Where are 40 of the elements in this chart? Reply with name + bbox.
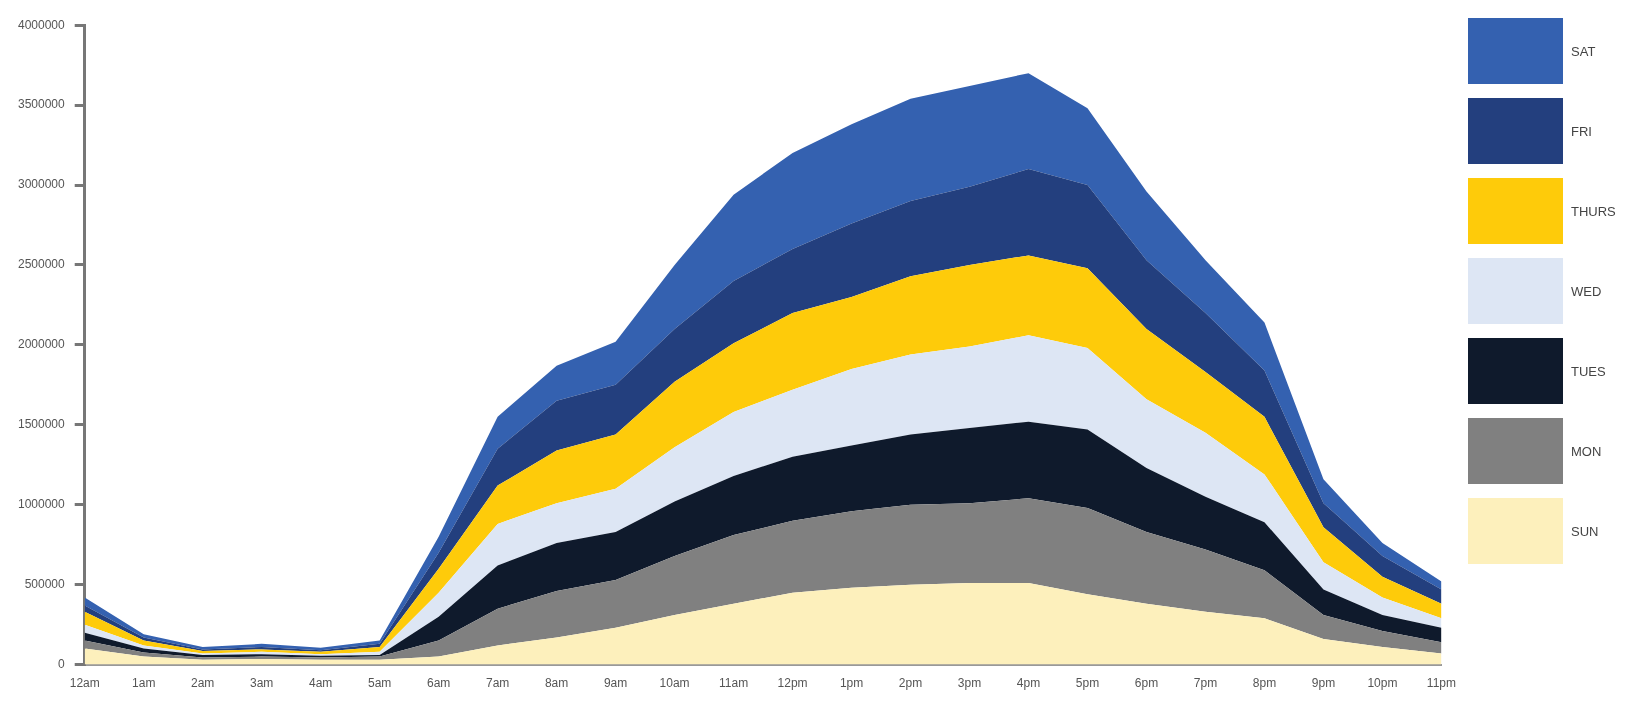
- text: THURS: [1571, 203, 1616, 219]
- x-tick-label: 7am: [485, 676, 510, 691]
- text: SAT: [1571, 43, 1596, 59]
- y-tick-label: 1500000: [18, 417, 66, 432]
- x-tick-label: 6am: [426, 676, 451, 691]
- x-tick-label: 7pm: [1193, 676, 1218, 691]
- x-tick-label: 8am: [544, 676, 569, 691]
- y-tick-label: 3000000: [18, 177, 66, 192]
- x-tick-label: 2am: [191, 676, 215, 691]
- text: FRI: [1571, 123, 1592, 139]
- y-tick-label: 1000000: [18, 497, 66, 512]
- text: TUES: [1571, 363, 1606, 379]
- x-tick-label: 3am: [250, 676, 274, 691]
- x-tick-label: 1am: [132, 676, 156, 691]
- x-tick-label: 11am: [719, 676, 749, 691]
- x-tick-label: 3pm: [957, 676, 982, 691]
- x-tick-label: 5pm: [1075, 676, 1100, 691]
- x-tick-label: 8pm: [1252, 676, 1277, 691]
- x-tick-label: 12pm: [777, 676, 808, 691]
- x-tick-label: 6pm: [1134, 676, 1159, 691]
- y-tick-label: 4000000: [18, 17, 66, 32]
- x-tick-label: 4pm: [1016, 676, 1041, 691]
- x-tick-label: 1pm: [839, 676, 864, 691]
- x-tick-label: 4am: [309, 676, 333, 691]
- y-tick-label: 2000000: [18, 337, 66, 352]
- text: WED: [1571, 283, 1602, 299]
- y-tick-label: 2500000: [18, 257, 66, 272]
- x-tick-label: 11pm: [1426, 676, 1457, 691]
- x-tick-label: 5am: [367, 676, 392, 691]
- x-tick-label: 9pm: [1311, 676, 1336, 691]
- x-tick-label: 12am: [69, 676, 100, 691]
- x-tick-label: 10am: [659, 676, 690, 691]
- x-tick-label: 2pm: [898, 676, 923, 691]
- y-tick-label: 0: [58, 656, 66, 671]
- text: SUN: [1571, 523, 1599, 539]
- y-tick-label: 500000: [24, 576, 66, 591]
- x-tick-label: 10pm: [1367, 676, 1398, 691]
- x-tick-label: 9am: [603, 676, 628, 691]
- text: MON: [1571, 443, 1602, 459]
- y-tick-label: 3500000: [18, 97, 66, 112]
